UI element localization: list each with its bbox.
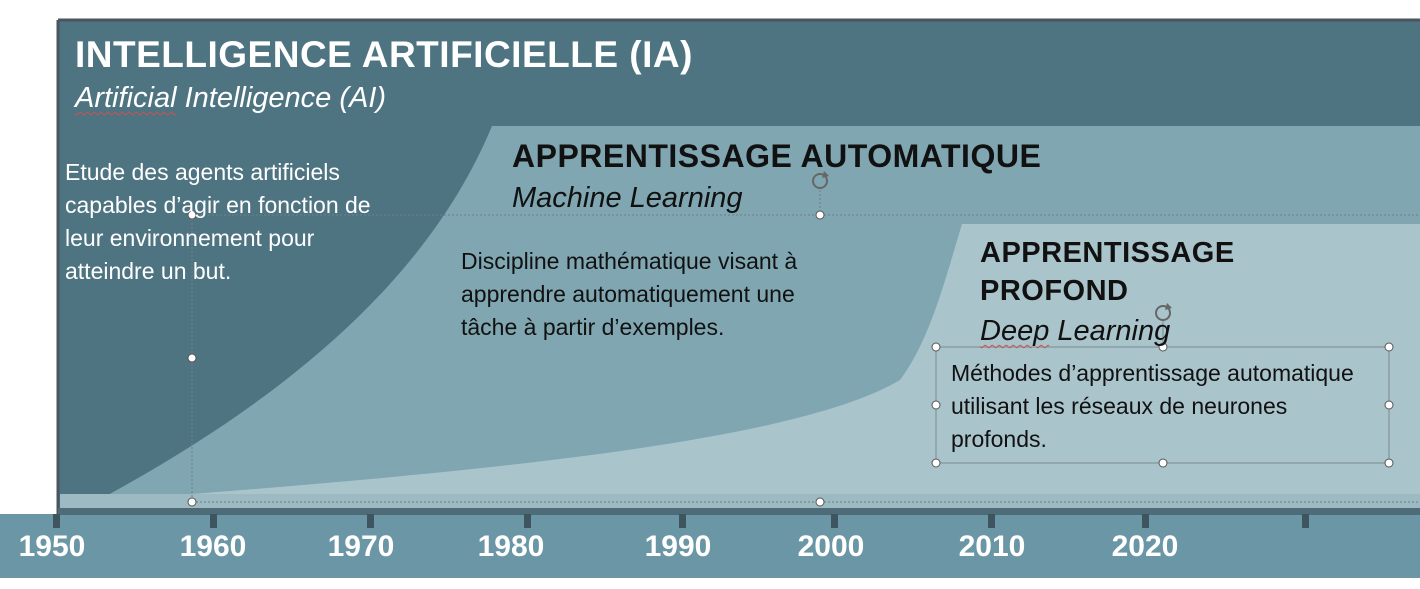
ai-title: INTELLIGENCE ARTIFICIELLE (IA) — [75, 34, 693, 75]
ml-title: APPRENTISSAGE AUTOMATIQUE — [512, 138, 1042, 174]
year-label-1960: 1960 — [179, 530, 247, 563]
tick-extra — [1302, 514, 1309, 528]
handle-dl-top-right[interactable] — [1384, 342, 1394, 352]
tick-2010 — [988, 514, 995, 528]
handle-dl-top-mid[interactable] — [1158, 342, 1168, 352]
tick-1950 — [53, 514, 60, 528]
timeline-ticks — [53, 514, 1309, 528]
dl-description: Méthodes d’apprentissage automatique uti… — [951, 360, 1354, 452]
handle-dl-top-left[interactable] — [931, 342, 941, 352]
ai-subtitle: Artificial Intelligence (AI) — [75, 82, 386, 115]
dl-region — [192, 224, 1420, 494]
ml-subtitle: Machine Learning — [512, 182, 743, 214]
year-label-2010: 2010 — [958, 530, 1026, 563]
handle-ml-top-mid[interactable] — [815, 210, 825, 220]
handle-ml-bottom-left[interactable] — [187, 497, 197, 507]
handle-ml-bottom-mid[interactable] — [815, 497, 825, 507]
tick-2000 — [831, 514, 838, 528]
tick-1990 — [679, 514, 686, 528]
year-label-2020: 2020 — [1111, 530, 1179, 563]
year-label-1990: 1990 — [644, 530, 712, 563]
dl-subtitle: Deep Learning — [980, 315, 1170, 348]
ai-subtitle-word1: Artificial — [75, 82, 177, 114]
tick-2020 — [1142, 514, 1149, 528]
rotate-icon-dl-circle — [1155, 305, 1171, 321]
handle-dl-right-mid[interactable] — [1384, 400, 1394, 410]
rotate-icon[interactable] — [812, 171, 829, 189]
ai-description: Etude des agents artificiels capables d’… — [65, 159, 371, 284]
selection-handles[interactable] — [187, 210, 1394, 507]
handle-ml-left-mid[interactable] — [187, 353, 197, 363]
tick-1970 — [367, 514, 374, 528]
dl-subtitle-word1: Deep — [980, 315, 1050, 347]
dl-subtitle-rest: Learning — [1049, 315, 1171, 347]
year-label-1980: 1980 — [477, 530, 545, 563]
ai-subtitle-rest: Intelligence (AI) — [176, 82, 387, 114]
rotate-icon[interactable] — [1155, 303, 1172, 321]
tick-1980 — [524, 514, 531, 528]
handle-dl-left-mid[interactable] — [931, 400, 941, 410]
handle-dl-bottom-right[interactable] — [1384, 458, 1394, 468]
handle-dl-bottom-mid[interactable] — [1158, 458, 1168, 468]
rotate-icon-dl-arrow — [1165, 303, 1172, 310]
ml-description: Discipline mathématique visant à apprend… — [461, 248, 798, 340]
year-label-1970: 1970 — [327, 530, 395, 563]
handle-dl-bottom-left[interactable] — [931, 458, 941, 468]
dl-title-line2: PROFOND — [980, 275, 1129, 307]
rotate-icon-ml-arrow — [822, 171, 829, 178]
timeline-bar — [0, 514, 1420, 578]
handle-ml-top-left[interactable] — [187, 210, 197, 220]
year-label-2000: 2000 — [797, 530, 865, 563]
timeline-axis-line — [58, 508, 1420, 515]
dl-title-line1: APPRENTISSAGE — [980, 237, 1235, 269]
tick-1960 — [210, 514, 217, 528]
rotate-icon-ml-circle — [812, 173, 828, 189]
year-label-1950: 1950 — [18, 530, 86, 563]
